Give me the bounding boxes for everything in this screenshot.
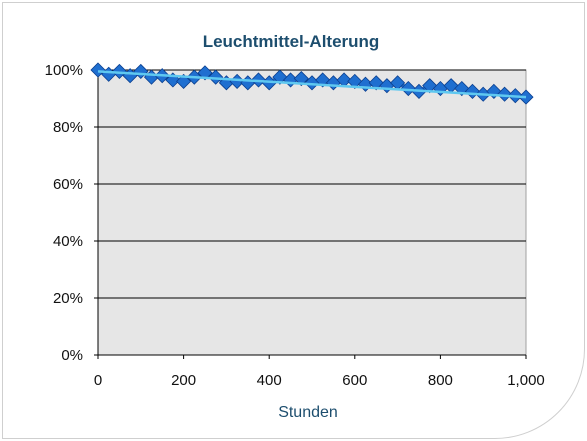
data-point <box>497 86 513 102</box>
data-point <box>422 78 438 94</box>
data-point <box>272 69 288 85</box>
y-tick-label: 40% <box>53 233 83 250</box>
data-point <box>111 63 127 79</box>
data-point <box>400 80 416 97</box>
chart: Leuchtmittel-Alterung 0% 20% 40% 60% 80% 100%… <box>45 32 545 421</box>
x-tick-label: 200 <box>171 372 196 389</box>
x-axis-label: Stunden <box>278 404 338 421</box>
x-tick-label: 600 <box>342 372 367 389</box>
x-tick-label: 0 <box>94 372 102 389</box>
x-tick-label: 800 <box>428 372 453 389</box>
data-point <box>347 73 363 89</box>
gridlines <box>98 69 526 299</box>
y-tick-label: 100% <box>45 62 83 79</box>
y-tick-label: 80% <box>53 119 83 136</box>
axes <box>97 70 526 356</box>
series-group <box>90 62 534 105</box>
data-point <box>368 75 384 91</box>
y-tick-label: 20% <box>53 290 83 307</box>
y-tick-label: 0% <box>61 347 83 364</box>
y-tick-label: 60% <box>53 176 83 193</box>
x-axis-ticks: 0 200 400 600 800 1,000 <box>94 355 545 389</box>
data-point <box>90 62 106 78</box>
plot-area <box>97 69 527 356</box>
y-axis-ticks: 0% 20% 40% 60% 80% 100% <box>45 62 98 364</box>
data-point <box>208 69 224 85</box>
x-tick-label: 1,000 <box>507 372 545 389</box>
trendline <box>97 70 527 99</box>
chart-title: Leuchtmittel-Alterung <box>203 32 380 51</box>
data-point <box>293 70 309 87</box>
x-tick-label: 400 <box>257 372 282 389</box>
data-point <box>197 65 213 81</box>
